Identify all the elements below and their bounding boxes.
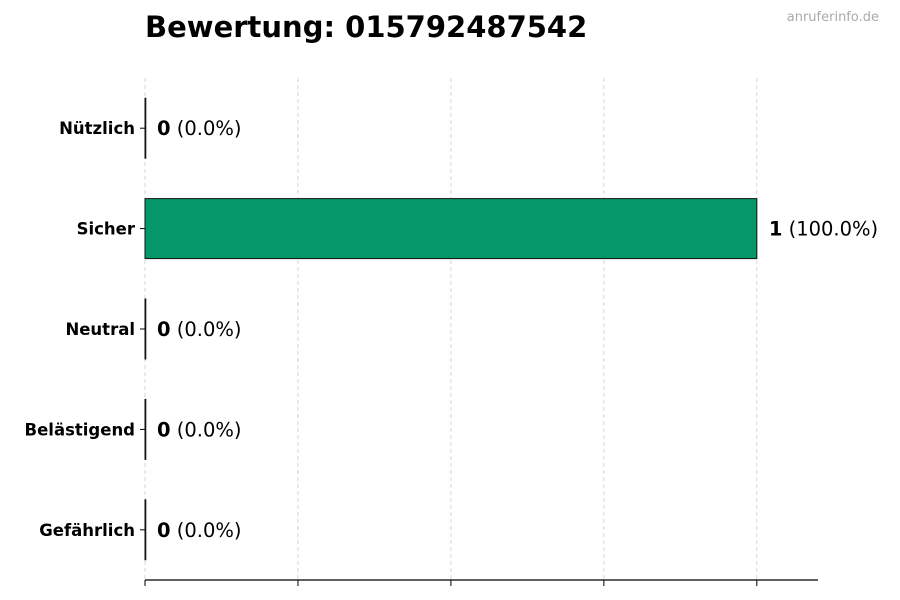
y-tick-label: Gefährlich	[39, 521, 135, 540]
data-label-count: 1	[769, 218, 783, 241]
bar	[144, 97, 147, 159]
data-label-count: 0	[157, 418, 171, 441]
watermark: anruferinfo.de	[786, 10, 879, 25]
y-tick-label: Neutral	[65, 320, 135, 339]
data-label: 0 (0.0%)	[157, 318, 242, 341]
bar	[144, 198, 758, 260]
bar	[144, 499, 147, 561]
data-label-count: 0	[157, 519, 171, 542]
data-label-percent: (0.0%)	[171, 117, 242, 140]
data-label-percent: (0.0%)	[171, 519, 242, 542]
data-label: 0 (0.0%)	[157, 418, 242, 441]
data-label: 1 (100.0%)	[769, 218, 878, 241]
data-label-count: 0	[157, 117, 171, 140]
data-label-count: 0	[157, 318, 171, 341]
y-tick-label: Belästigend	[25, 420, 135, 439]
chart-title: Bewertung: 015792487542	[145, 10, 588, 44]
y-tick-label: Nützlich	[59, 119, 135, 138]
data-label-percent: (0.0%)	[171, 418, 242, 441]
bar	[144, 298, 147, 360]
data-label: 0 (0.0%)	[157, 519, 242, 542]
data-label-percent: (0.0%)	[171, 318, 242, 341]
y-tick-label: Sicher	[77, 220, 136, 239]
bar	[144, 398, 147, 460]
data-label-percent: (100.0%)	[782, 218, 878, 241]
data-label: 0 (0.0%)	[157, 117, 242, 140]
